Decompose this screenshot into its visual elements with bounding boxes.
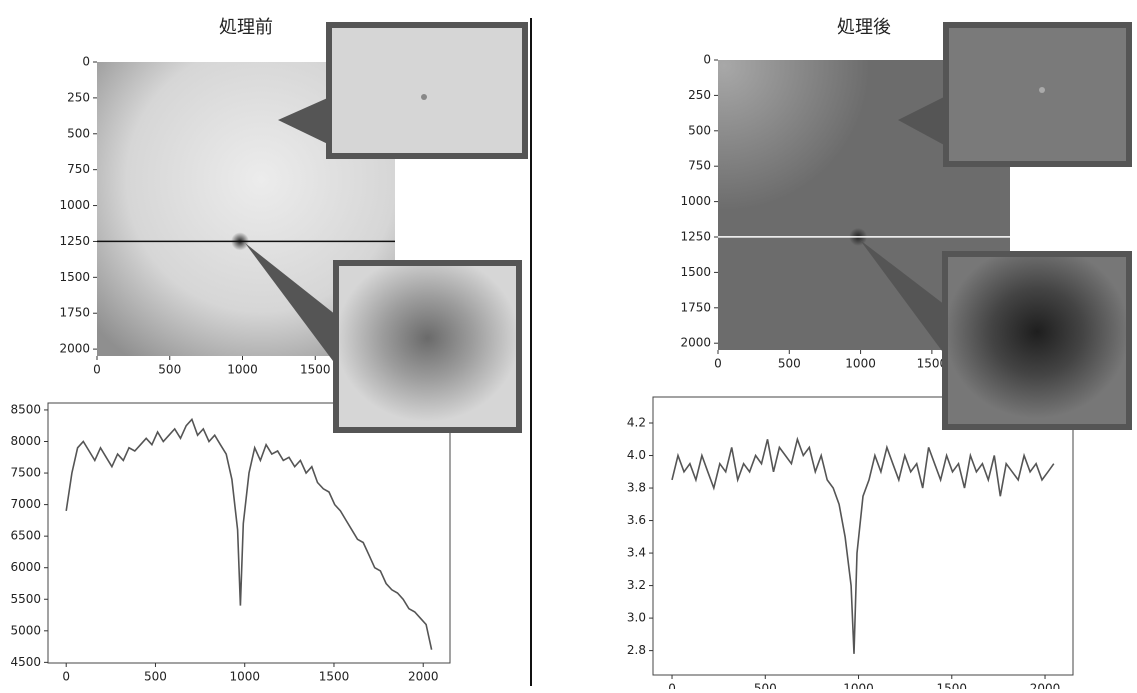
x-tick-label: 500 bbox=[158, 363, 181, 377]
speck bbox=[421, 94, 427, 100]
y-tick-label: 4.0 bbox=[627, 448, 646, 462]
inset bbox=[945, 254, 1129, 427]
y-tick-label: 5000 bbox=[10, 623, 41, 637]
y-tick-label: 1250 bbox=[680, 230, 711, 244]
x-tick-label: 1000 bbox=[227, 363, 258, 377]
y-tick-label: 0 bbox=[82, 55, 90, 69]
y-tick-label: 2000 bbox=[59, 342, 90, 356]
y-tick-label: 2000 bbox=[680, 336, 711, 350]
y-tick-label: 5500 bbox=[10, 592, 41, 606]
chart-title: 処理後 bbox=[837, 17, 891, 38]
y-tick-label: 8000 bbox=[10, 434, 41, 448]
x-tick-label: 0 bbox=[62, 670, 70, 684]
y-tick-label: 3.0 bbox=[627, 611, 646, 625]
x-tick-label: 500 bbox=[144, 670, 167, 684]
y-tick-label: 7000 bbox=[10, 497, 41, 511]
page: {"chart_data": [ {"type": "image", "titl… bbox=[0, 0, 1137, 693]
x-tick-label: 500 bbox=[754, 682, 777, 690]
figure: 処理前 0 500 1000 1500 0 250 500 750 1000 1250 1500 175… bbox=[0, 0, 1137, 689]
speck bbox=[1039, 87, 1045, 93]
y-tick-label: 750 bbox=[67, 162, 90, 176]
x-tick-label: 2000 bbox=[408, 670, 439, 684]
y-tick-label: 6000 bbox=[10, 560, 41, 574]
x-tick-label: 1000 bbox=[845, 357, 876, 371]
x-tick-label: 500 bbox=[778, 357, 801, 371]
y-tick-label: 500 bbox=[688, 123, 711, 137]
plot-area bbox=[653, 397, 1073, 675]
chart-title: 処理前 bbox=[219, 17, 273, 38]
y-tick-label: 3.8 bbox=[627, 481, 646, 495]
y-tick-label: 1500 bbox=[680, 265, 711, 279]
x-tick-label: 1000 bbox=[843, 682, 874, 690]
y-tick-label: 3.2 bbox=[627, 578, 646, 592]
inset bbox=[336, 263, 519, 430]
x-tick-label: 1000 bbox=[229, 670, 260, 684]
x-tick-label: 1500 bbox=[300, 363, 331, 377]
y-tick-label: 2.8 bbox=[627, 643, 646, 657]
x-tick-label: 0 bbox=[668, 682, 676, 690]
inset bbox=[946, 25, 1129, 164]
y-tick-label: 3.4 bbox=[627, 546, 646, 560]
x-tick-label: 1500 bbox=[937, 682, 968, 690]
x-tick-label: 2000 bbox=[1030, 682, 1061, 690]
y-tick-label: 1000 bbox=[59, 198, 90, 212]
y-tick-label: 750 bbox=[688, 159, 711, 173]
plot-area bbox=[48, 403, 450, 663]
y-tick-label: 0 bbox=[703, 53, 711, 67]
y-tick-label: 6500 bbox=[10, 529, 41, 543]
y-tick-label: 1250 bbox=[59, 234, 90, 248]
y-tick-label: 1750 bbox=[59, 306, 90, 320]
y-tick-label: 4.2 bbox=[627, 416, 646, 430]
y-tick-label: 4500 bbox=[10, 655, 41, 669]
y-tick-label: 1500 bbox=[59, 270, 90, 284]
y-tick-label: 1750 bbox=[680, 300, 711, 314]
y-tick-label: 250 bbox=[67, 90, 90, 104]
y-tick-label: 1000 bbox=[680, 194, 711, 208]
x-tick-label: 1500 bbox=[319, 670, 350, 684]
y-tick-label: 8500 bbox=[10, 402, 41, 416]
x-tick-label: 0 bbox=[93, 363, 101, 377]
y-tick-label: 500 bbox=[67, 126, 90, 140]
x-tick-label: 0 bbox=[714, 357, 722, 371]
inset bbox=[329, 25, 525, 156]
y-tick-label: 3.6 bbox=[627, 513, 646, 527]
y-tick-label: 250 bbox=[688, 88, 711, 102]
y-tick-label: 7500 bbox=[10, 466, 41, 480]
